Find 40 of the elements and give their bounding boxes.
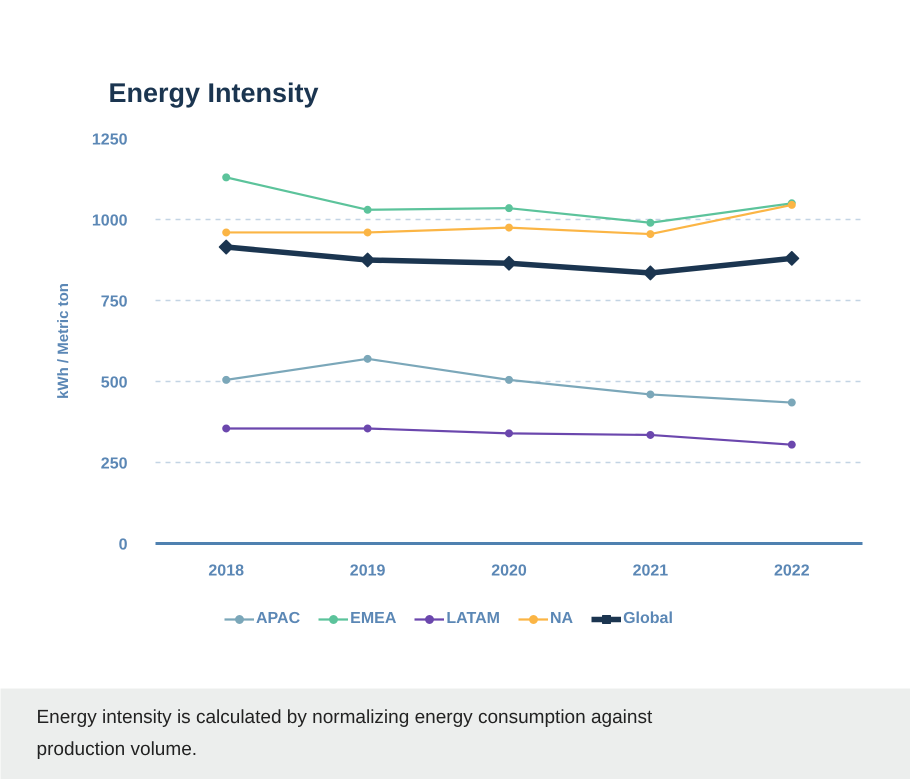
point	[642, 265, 658, 281]
legend-label: APAC	[256, 610, 300, 628]
legend-label: LATAM	[446, 610, 500, 628]
point	[364, 206, 372, 214]
legend-label: NA	[550, 610, 574, 628]
point	[646, 390, 654, 398]
x-tick-label: 2021	[632, 562, 668, 580]
point	[505, 429, 513, 438]
point	[222, 228, 230, 236]
y-tick-label: 750	[100, 294, 128, 310]
point	[788, 398, 796, 407]
point	[646, 430, 654, 439]
legend-label: EMEA	[350, 610, 396, 628]
y-tick-label: 500	[100, 374, 128, 392]
x-tick-label: 2019	[350, 562, 386, 580]
point	[222, 173, 230, 182]
point	[505, 204, 513, 212]
point	[364, 228, 372, 236]
point	[222, 376, 230, 384]
y-tick-label: 0	[118, 536, 128, 554]
y-tick-label: 250	[100, 456, 128, 472]
y-tick-label: 1000	[92, 212, 128, 230]
chart-title: Energy Intensity	[108, 78, 319, 108]
point	[788, 440, 796, 449]
x-tick-label: 2018	[208, 562, 244, 580]
x-tick-label: 2022	[774, 562, 810, 580]
point	[218, 239, 234, 255]
point	[646, 218, 654, 227]
point	[364, 354, 372, 363]
legend-label: Global	[623, 610, 673, 628]
point	[364, 424, 372, 432]
y-tick-label: 1250	[92, 132, 128, 148]
y-axis-title: kWh / Metric ton	[54, 283, 72, 399]
point	[505, 376, 513, 384]
point	[784, 250, 800, 266]
point	[505, 224, 513, 232]
x-tick-label: 2020	[491, 562, 527, 580]
point	[222, 424, 230, 432]
text: Energy intensity is calculated by normalizing energy consumption against production volume.	[36, 707, 653, 760]
point	[646, 230, 654, 238]
